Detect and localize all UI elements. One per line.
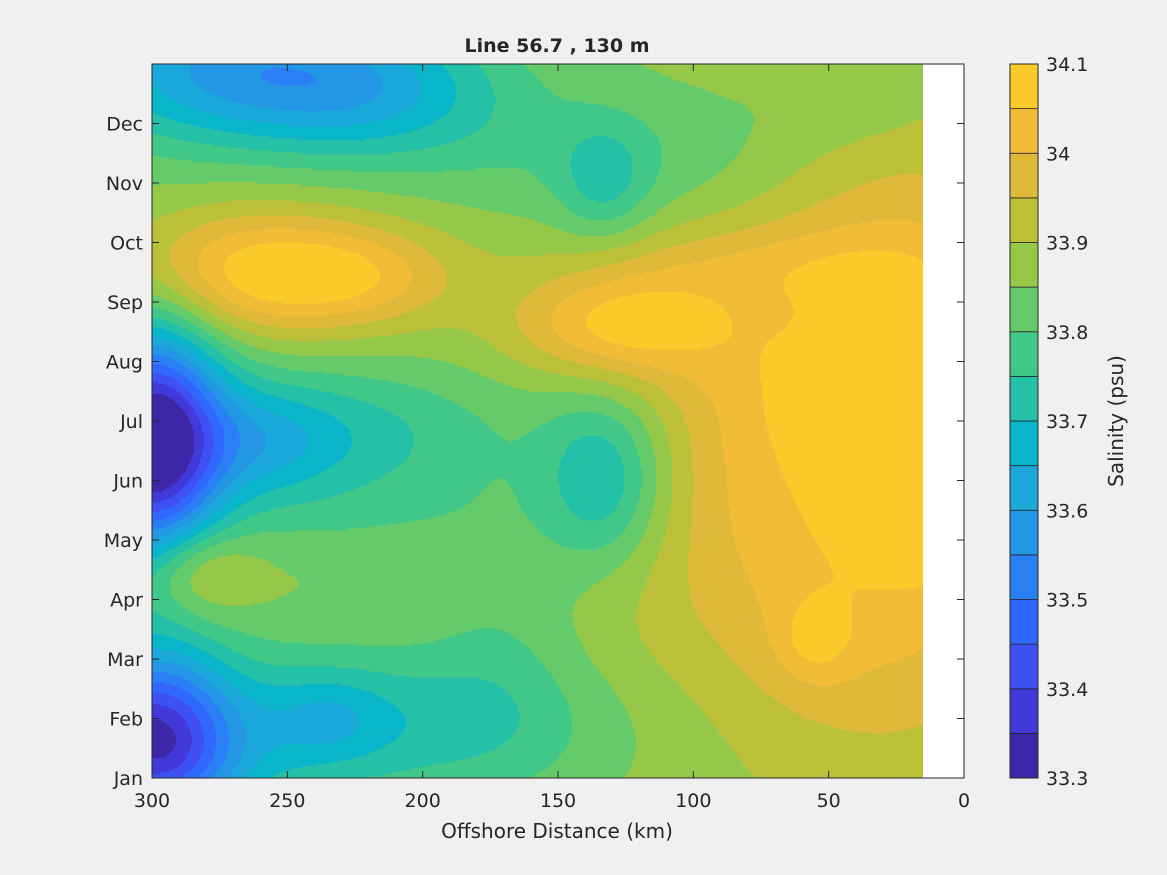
y-axis: Jan Feb Mar Apr May Jun Jul Aug Sep Oct Nov Dec	[104, 114, 964, 790]
colorbar-band	[1009, 554, 1039, 600]
colorbar-ticks: 33.3 33.4 33.5 33.6 33.7 33.8 33.9 34 34.1	[1046, 54, 1088, 790]
y-tick-label: May	[104, 530, 143, 552]
colorbar-tick-label: 33.5	[1046, 590, 1088, 612]
colorbar-tick-label: 33.4	[1046, 679, 1088, 701]
colorbar-band	[1009, 63, 1039, 110]
colorbar-band	[1009, 643, 1039, 690]
y-tick-label: Feb	[109, 709, 143, 731]
colorbar-band	[1009, 197, 1039, 243]
x-tick-label: 300	[134, 790, 170, 812]
y-tick-label: Jun	[112, 471, 143, 493]
y-tick-label: Nov	[106, 173, 143, 195]
colorbar-band	[1009, 152, 1039, 199]
colorbar-band	[1009, 108, 1039, 154]
colorbar-band	[1009, 688, 1039, 734]
x-axis: 300 250 200 150 100 50 0	[134, 64, 970, 812]
contour-raster	[152, 64, 923, 778]
x-axis-label: Offshore Distance (km)	[441, 819, 673, 843]
salinity-contour-fill	[152, 64, 923, 778]
colorbar-band	[1009, 331, 1039, 377]
colorbar-band	[1009, 286, 1039, 333]
colorbar-tick-label: 33.7	[1046, 411, 1088, 433]
y-tick-label: Aug	[106, 352, 143, 374]
colorbar-band	[1009, 242, 1039, 288]
x-tick-label: 0	[958, 790, 970, 812]
colorbar-tick-label: 33.6	[1046, 500, 1088, 522]
colorbar-tick-label: 33.9	[1046, 233, 1088, 255]
y-tick-label: Jan	[113, 768, 143, 790]
colorbar-tick-label: 34	[1046, 143, 1070, 165]
colorbar-band	[1009, 732, 1039, 779]
x-tick-label: 200	[405, 790, 441, 812]
colorbar-band	[1009, 509, 1039, 556]
y-tick-label: Dec	[106, 114, 143, 136]
colorbar-band	[1009, 375, 1039, 422]
chart-title: Line 56.7 , 130 m	[464, 35, 649, 57]
colorbar-tick-label: 33.8	[1046, 322, 1088, 344]
colorbar-band	[1009, 465, 1039, 511]
x-tick-label: 100	[675, 790, 711, 812]
colorbar	[1009, 63, 1039, 779]
y-tick-label: Jul	[119, 411, 143, 433]
y-tick-label: Sep	[107, 292, 143, 314]
x-tick-label: 150	[540, 790, 576, 812]
colorbar-frame	[1009, 63, 1039, 779]
colorbar-band	[1009, 599, 1039, 645]
colorbar-band	[1009, 420, 1039, 467]
colorbar-tick-label: 34.1	[1046, 54, 1088, 76]
y-tick-label: Oct	[110, 233, 143, 255]
colorbar-label: Salinity (psu)	[1104, 355, 1128, 487]
y-tick-label: Mar	[107, 649, 143, 671]
y-tick-label: Apr	[110, 590, 143, 612]
colorbar-tick-label: 33.3	[1046, 768, 1088, 790]
x-tick-label: 50	[817, 790, 841, 812]
x-tick-label: 250	[269, 790, 305, 812]
